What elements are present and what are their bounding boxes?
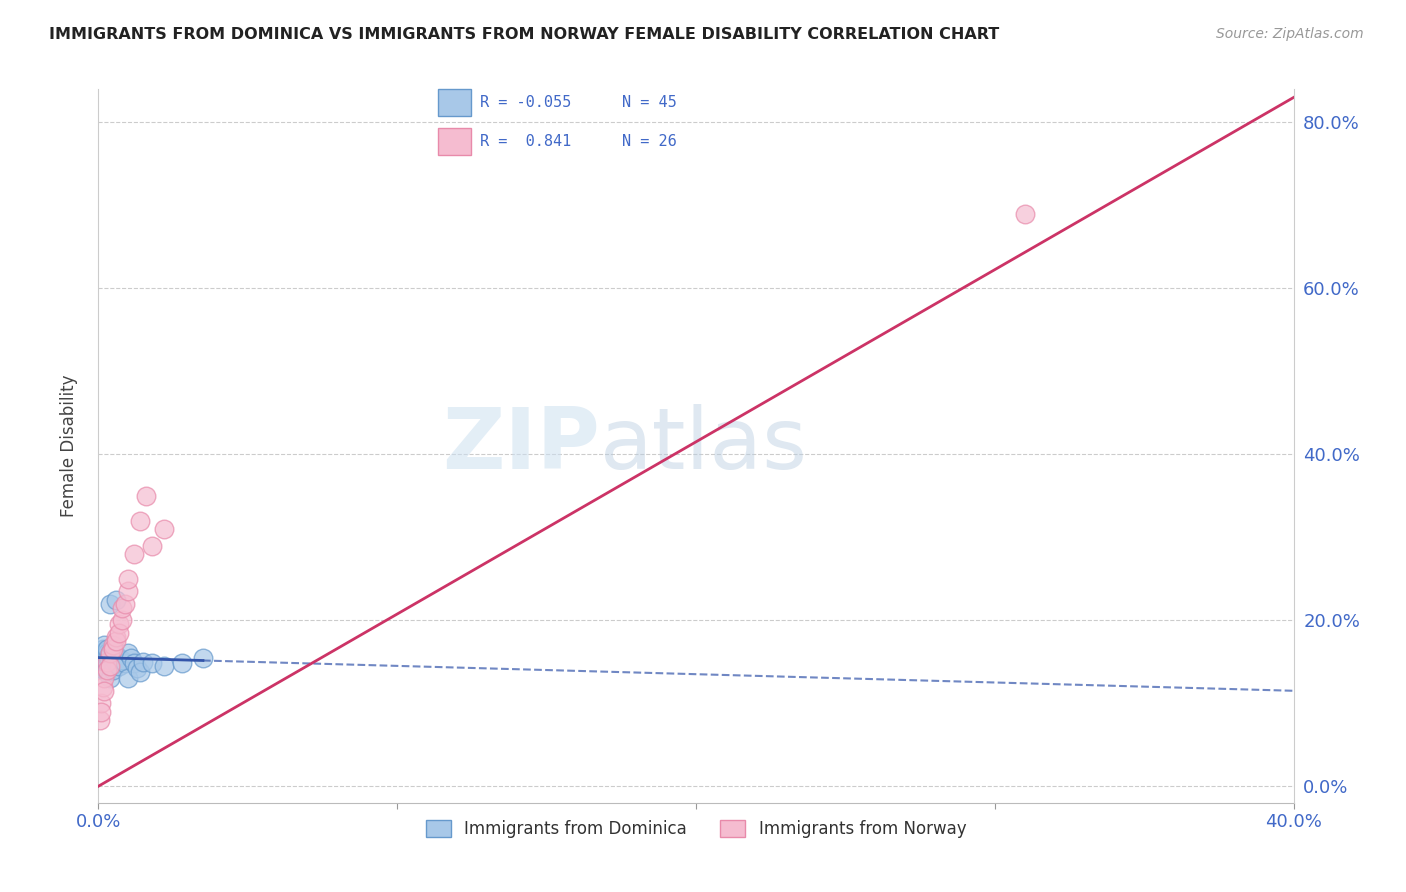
Point — [132, 655, 155, 669]
Point — [96, 665, 118, 679]
Point — [96, 642, 118, 657]
Point — [108, 650, 131, 665]
Point — [103, 655, 125, 669]
Point — [93, 671, 115, 685]
Legend: Immigrants from Dominica, Immigrants from Norway: Immigrants from Dominica, Immigrants fro… — [419, 813, 973, 845]
Point — [108, 659, 131, 673]
Point — [114, 597, 136, 611]
Point — [93, 638, 115, 652]
Point — [111, 600, 134, 615]
Point — [105, 648, 128, 662]
Point — [96, 655, 118, 669]
Point — [91, 680, 114, 694]
Point — [172, 657, 194, 671]
Point — [105, 592, 128, 607]
Point — [103, 638, 125, 652]
Point — [108, 617, 131, 632]
Point — [105, 630, 128, 644]
Text: R = -0.055: R = -0.055 — [481, 95, 571, 110]
Point — [103, 663, 125, 677]
Point — [98, 597, 122, 611]
Point — [127, 661, 149, 675]
Point — [117, 572, 139, 586]
Point — [98, 671, 122, 685]
Point — [129, 665, 152, 679]
Text: atlas: atlas — [600, 404, 808, 488]
Point — [93, 663, 115, 677]
Point — [98, 647, 122, 661]
Point — [153, 659, 176, 673]
Point — [96, 650, 118, 665]
Point — [141, 539, 163, 553]
Point — [98, 659, 122, 673]
Point — [117, 647, 139, 661]
Point — [93, 645, 115, 659]
Point — [153, 522, 176, 536]
Y-axis label: Female Disability: Female Disability — [59, 375, 77, 517]
Point — [117, 671, 139, 685]
Point — [1014, 207, 1036, 221]
Text: R =  0.841: R = 0.841 — [481, 134, 571, 149]
Point — [93, 652, 115, 666]
Point — [105, 634, 128, 648]
FancyBboxPatch shape — [437, 89, 471, 116]
Text: Source: ZipAtlas.com: Source: ZipAtlas.com — [1216, 27, 1364, 41]
Text: ZIP: ZIP — [443, 404, 600, 488]
Point — [103, 650, 125, 665]
Point — [124, 547, 146, 561]
Point — [108, 625, 131, 640]
Point — [111, 613, 134, 627]
Point — [90, 696, 112, 710]
Point — [103, 642, 125, 657]
Point — [98, 659, 122, 673]
Point — [94, 655, 117, 669]
Point — [141, 657, 163, 671]
Point — [120, 650, 142, 665]
Point — [90, 659, 112, 673]
Point — [96, 647, 118, 661]
Point — [129, 514, 152, 528]
Point — [90, 705, 112, 719]
Point — [117, 584, 139, 599]
Point — [191, 650, 214, 665]
Point — [91, 657, 114, 671]
Point — [105, 657, 128, 671]
Text: N = 45: N = 45 — [623, 95, 678, 110]
Point — [135, 489, 157, 503]
Text: N = 26: N = 26 — [623, 134, 678, 149]
Point — [111, 653, 134, 667]
Point — [96, 663, 118, 677]
Point — [98, 648, 122, 662]
Point — [124, 657, 146, 671]
Point — [103, 642, 125, 657]
Point — [114, 657, 136, 671]
Point — [89, 647, 111, 661]
Point — [90, 650, 112, 665]
Point — [89, 713, 111, 727]
Point — [97, 653, 120, 667]
Point — [98, 647, 122, 661]
Point — [93, 648, 115, 662]
Text: IMMIGRANTS FROM DOMINICA VS IMMIGRANTS FROM NORWAY FEMALE DISABILITY CORRELATION: IMMIGRANTS FROM DOMINICA VS IMMIGRANTS F… — [49, 27, 1000, 42]
Point — [96, 657, 118, 671]
FancyBboxPatch shape — [437, 128, 471, 155]
Point — [96, 659, 118, 673]
Point — [91, 642, 114, 657]
Point — [93, 683, 115, 698]
